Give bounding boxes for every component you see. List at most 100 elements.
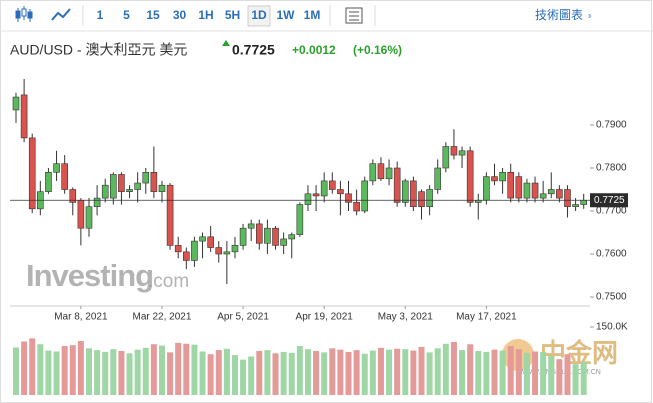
volume-bar: [288, 352, 295, 395]
volume-bar: [77, 341, 84, 395]
candle-body: [507, 172, 515, 199]
volume-bar: [183, 343, 190, 395]
volume-bar: [150, 344, 157, 395]
interval-button[interactable]: 15: [146, 8, 160, 22]
volume-bar: [102, 351, 109, 395]
last-price-label: 0.7725: [594, 195, 625, 206]
volume-bar: [483, 351, 490, 395]
volume-bar: [191, 344, 198, 395]
candle-body: [466, 150, 474, 203]
volume-bar: [61, 346, 68, 395]
volume-bar: [264, 350, 271, 395]
volume-bar: [296, 346, 303, 395]
volume-bar: [313, 351, 320, 395]
candle-body: [572, 204, 579, 208]
volume-bar: [248, 356, 255, 395]
candle-body: [304, 193, 312, 205]
volume-bar: [475, 351, 482, 395]
candle-body: [353, 202, 360, 212]
candle-body: [20, 94, 28, 139]
volume-bar: [532, 351, 539, 395]
candle-body: [85, 206, 93, 229]
interval-button[interactable]: 1: [97, 8, 104, 22]
volume-bar: [434, 348, 441, 395]
volume-bar: [207, 354, 214, 395]
candle-body: [142, 172, 150, 184]
candle-body: [264, 227, 271, 244]
interval-button[interactable]: 1H: [198, 8, 213, 22]
candle-body: [101, 184, 109, 199]
interval-button[interactable]: 5: [123, 8, 130, 22]
candle-body: [53, 163, 60, 173]
volume-bar: [467, 344, 474, 395]
y-tick-label: 0.7700: [596, 206, 627, 217]
volume-bar: [426, 352, 433, 395]
volume-bar: [53, 351, 60, 395]
candle-body: [426, 189, 433, 208]
candle-body: [401, 180, 409, 203]
interval-button[interactable]: 1M: [304, 8, 321, 22]
volume-bar: [523, 352, 530, 395]
candle-icon[interactable]: [15, 6, 33, 22]
candle-body: [12, 96, 20, 111]
candle-body: [28, 137, 36, 210]
x-tick-label: May 3, 2021: [378, 312, 433, 323]
candle-body: [580, 199, 588, 205]
volume-bar: [126, 353, 133, 395]
volume-bar: [337, 349, 344, 395]
x-tick-label: Apr 5, 2021: [217, 312, 269, 323]
volume-bar: [13, 347, 19, 395]
volume-bar: [215, 350, 222, 395]
candle-body: [118, 174, 125, 192]
watermark-suffix: .com: [148, 271, 189, 292]
y-tick-label: 0.7500: [596, 292, 627, 303]
volume-bar: [280, 351, 287, 395]
interval-button[interactable]: 1W: [277, 8, 296, 22]
interval-button[interactable]: 30: [173, 8, 187, 22]
candle-body: [458, 150, 466, 156]
last-price: 0.7725: [232, 42, 275, 58]
chart-link-arrow[interactable]: ›: [588, 11, 591, 22]
volume-bar: [353, 350, 360, 395]
volume-bar: [418, 346, 425, 395]
volume-bar: [345, 351, 352, 395]
volume-bar: [377, 347, 384, 395]
candle-body: [434, 167, 442, 190]
settings-icon[interactable]: [345, 7, 363, 24]
candle-body: [174, 245, 182, 253]
volume-bar: [329, 348, 336, 395]
candle-body: [158, 184, 166, 192]
volume-bar: [499, 350, 506, 395]
interval-button[interactable]: 1D: [251, 8, 267, 22]
candle-body: [110, 174, 117, 199]
candle-body: [361, 180, 369, 212]
volume-bar: [402, 349, 409, 395]
candle-body: [556, 189, 563, 199]
candle-body: [199, 236, 206, 242]
candle-body: [442, 146, 450, 169]
volume-bar: [45, 350, 52, 395]
candle-body: [247, 223, 255, 229]
volume-bar: [394, 348, 401, 395]
price-change: +0.0012: [292, 43, 336, 57]
candle-body: [499, 172, 506, 182]
volume-bar: [29, 338, 36, 395]
candle-body: [337, 189, 344, 195]
volume-bar: [21, 341, 28, 395]
candle-body: [77, 199, 85, 229]
active-interval: [247, 5, 271, 27]
line-icon[interactable]: [51, 8, 71, 21]
candle-body: [393, 167, 401, 203]
candle-body: [450, 146, 458, 156]
candle-body: [385, 167, 393, 180]
candle-body: [523, 182, 531, 199]
candle-body: [564, 189, 571, 208]
interval-button[interactable]: 5H: [225, 8, 240, 22]
last-price-box: [590, 193, 628, 208]
candle-body: [369, 163, 377, 182]
volume-bar: [515, 349, 522, 395]
chart-link[interactable]: 技術圖表: [535, 8, 583, 22]
y-tick-label: 0.7600: [596, 249, 627, 260]
candle-body: [215, 247, 223, 255]
candle-body: [515, 176, 523, 199]
